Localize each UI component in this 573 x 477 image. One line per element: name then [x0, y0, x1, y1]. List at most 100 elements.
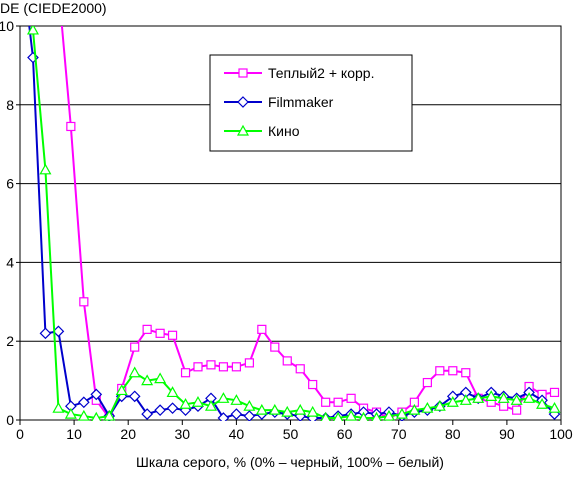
data-point — [333, 397, 343, 407]
data-point — [536, 398, 549, 409]
x-tick-label: 60 — [337, 426, 353, 442]
data-point — [154, 404, 166, 416]
data-point — [306, 405, 319, 417]
x-tick-label: 0 — [16, 426, 24, 442]
data-point — [281, 405, 294, 417]
data-point — [79, 297, 89, 307]
data-point — [523, 392, 536, 403]
data-point — [142, 324, 152, 334]
series-group — [26, 26, 561, 421]
legend-label: Кино — [268, 123, 300, 139]
y-tick-label: 10 — [0, 18, 14, 34]
data-point — [167, 330, 178, 340]
data-point — [77, 396, 90, 409]
data-point — [345, 409, 358, 421]
data-point — [66, 121, 76, 132]
legend-label: Filmmaker — [268, 94, 334, 110]
data-point — [358, 411, 369, 421]
data-point — [459, 394, 472, 405]
x-axis-label: Шкала серого, % (0% – черный, 100% – бел… — [136, 454, 444, 470]
data-point — [166, 402, 179, 415]
data-point — [320, 411, 331, 421]
data-point — [77, 409, 90, 421]
data-point — [282, 356, 292, 366]
x-tick-label: 70 — [391, 426, 407, 442]
data-point — [230, 408, 243, 420]
data-point — [180, 368, 191, 378]
data-point — [395, 407, 408, 419]
data-point — [166, 386, 179, 398]
data-point — [128, 390, 141, 403]
legend-marker — [236, 124, 250, 136]
data-point — [510, 394, 523, 405]
x-tick-label: 30 — [175, 426, 191, 442]
data-point — [243, 410, 256, 421]
data-point — [206, 360, 216, 370]
legend-marker — [238, 68, 248, 78]
data-point — [230, 394, 243, 405]
data-point — [446, 396, 459, 407]
data-point — [179, 398, 192, 409]
data-point — [103, 409, 116, 421]
data-point — [128, 366, 141, 378]
x-tick-label: 80 — [445, 426, 461, 442]
data-point — [294, 403, 307, 415]
data-point — [346, 393, 356, 403]
y-tick-label: 4 — [6, 254, 14, 270]
data-point — [52, 401, 65, 413]
data-point — [26, 26, 40, 35]
x-tick-label: 20 — [120, 426, 136, 442]
data-point — [433, 399, 446, 411]
data-point — [461, 368, 471, 378]
legend-label: Теплый2 + корр. — [268, 65, 374, 81]
data-point — [155, 328, 165, 338]
data-point — [382, 409, 395, 421]
data-point — [193, 362, 203, 372]
data-point — [321, 397, 331, 407]
data-point — [268, 403, 281, 415]
data-point — [421, 401, 434, 413]
legend-item: Кино — [224, 123, 300, 139]
data-point — [255, 403, 268, 415]
data-point — [332, 411, 344, 421]
data-point — [472, 392, 485, 403]
data-point — [549, 387, 560, 398]
data-point — [422, 377, 432, 388]
x-tick-label: 50 — [283, 426, 299, 442]
data-point — [512, 405, 522, 415]
data-point — [408, 403, 421, 415]
x-tick-label: 90 — [499, 426, 515, 442]
data-point — [371, 411, 382, 421]
data-point — [115, 384, 128, 396]
data-point — [154, 372, 167, 384]
data-point — [270, 342, 280, 352]
data-point — [485, 390, 498, 401]
data-point — [39, 163, 52, 175]
data-point — [64, 407, 77, 419]
data-point — [130, 342, 140, 352]
data-point — [295, 364, 305, 374]
data-point — [218, 362, 229, 372]
data-point — [243, 399, 256, 411]
chart-title: DE (CIEDE2000) — [0, 0, 107, 16]
data-point — [244, 358, 254, 368]
y-tick-label: 8 — [6, 97, 14, 113]
x-tick-label: 100 — [549, 426, 573, 442]
data-point — [308, 379, 318, 390]
data-point — [141, 408, 153, 420]
y-tick-label: 6 — [6, 176, 14, 192]
data-point — [204, 399, 217, 411]
x-tick-label: 10 — [66, 426, 82, 442]
series-triangle — [26, 26, 561, 421]
data-point — [257, 324, 267, 334]
data-point — [231, 362, 241, 372]
legend-item: Filmmaker — [224, 94, 334, 110]
y-tick-label: 2 — [6, 333, 14, 349]
data-point — [448, 366, 458, 376]
series-square — [60, 26, 560, 421]
x-tick-label: 40 — [229, 426, 245, 442]
data-point — [497, 392, 510, 403]
data-point — [548, 401, 561, 413]
